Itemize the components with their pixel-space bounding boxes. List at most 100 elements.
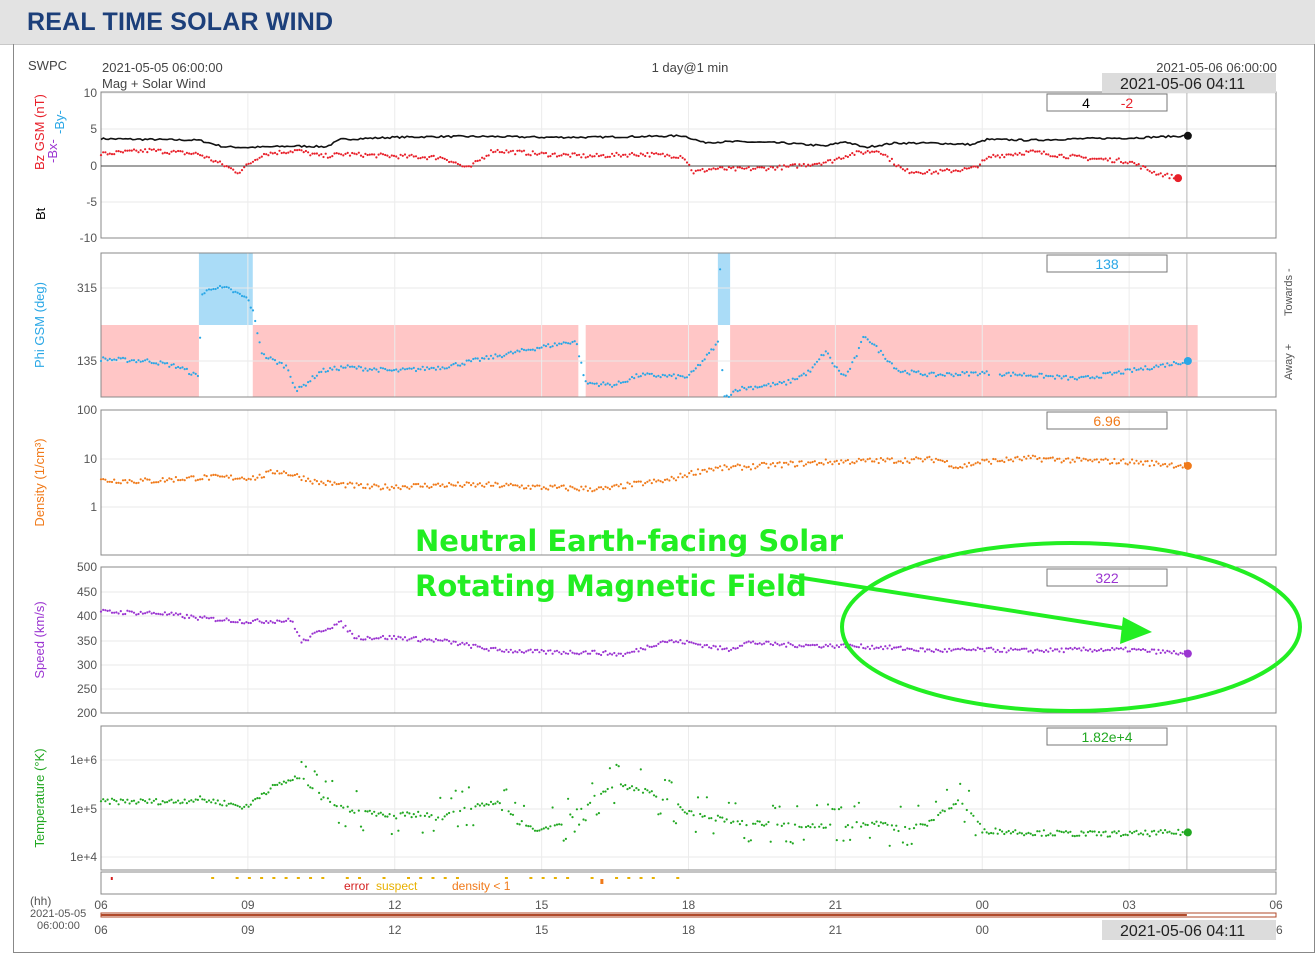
data-point-Phi	[1122, 372, 1125, 375]
current-value: 138	[1095, 256, 1119, 272]
data-point-Density	[606, 486, 609, 489]
data-point-Bz	[110, 153, 114, 156]
data-point-Density	[974, 462, 977, 465]
data-point-Density	[551, 485, 554, 488]
data-point-Temperature	[99, 800, 103, 803]
data-point-Bz	[943, 169, 946, 172]
data-point-Speed	[727, 649, 731, 653]
data-point-Speed	[1124, 646, 1127, 649]
data-point-Phi	[163, 362, 166, 365]
data-point-Density	[734, 464, 737, 468]
data-point-Bz	[1049, 155, 1052, 158]
data-point-Temperature	[1119, 834, 1123, 838]
data-point-Speed	[1111, 646, 1114, 650]
data-point-Bz	[804, 165, 808, 168]
data-point-Density	[668, 479, 671, 482]
data-point-Temperature	[139, 798, 142, 801]
data-point-Speed	[597, 652, 601, 656]
status-suspect: suspect	[376, 879, 418, 893]
y-tick-label: 450	[77, 585, 97, 599]
data-point-Density	[1084, 458, 1087, 461]
data-point-Density	[919, 457, 922, 460]
annotation-arrow-head	[1120, 617, 1152, 644]
data-point-Speed	[584, 650, 587, 653]
data-point-Density	[937, 458, 940, 461]
data-point-Bz	[276, 153, 279, 156]
data-point-Density	[329, 480, 332, 483]
data-point-Temperature	[655, 795, 658, 798]
data-point-Phi	[1069, 376, 1072, 379]
data-point-Bz	[1150, 171, 1153, 174]
data-point-Temperature	[348, 810, 352, 813]
data-point-Bz	[232, 168, 235, 171]
data-point-Phi	[745, 388, 748, 391]
data-point-Speed	[249, 621, 252, 625]
data-point-Phi	[229, 288, 233, 291]
data-point-Bz	[1148, 170, 1151, 173]
data-point-Speed	[943, 648, 946, 651]
data-point-Temperature	[362, 829, 365, 832]
data-point-Speed	[926, 648, 929, 651]
data-point-Temperature	[287, 779, 290, 782]
data-point-Speed	[657, 642, 660, 646]
data-point-Temperature	[430, 814, 433, 817]
y-axis-label: Bt	[33, 207, 48, 220]
data-point-Temperature	[135, 802, 138, 805]
data-point-Phi	[1157, 365, 1160, 368]
data-point-Density	[414, 483, 418, 486]
x-tick-label-bottom: 15	[535, 923, 549, 937]
data-point-Speed	[273, 621, 277, 625]
data-point-Speed	[452, 640, 455, 643]
data-point-Speed	[240, 622, 244, 625]
data-point-Temperature	[804, 825, 808, 829]
data-point-Density	[617, 485, 620, 488]
data-point-Phi	[291, 381, 294, 384]
y-tick-label: 100	[77, 403, 97, 417]
data-point-Bz	[1170, 173, 1173, 176]
data-point-Speed	[1073, 646, 1076, 650]
data-point-Density	[362, 486, 365, 489]
data-point-Phi	[183, 368, 186, 371]
suspect-mark	[309, 877, 313, 879]
data-point-Density	[249, 478, 252, 481]
data-point-Bz	[346, 151, 349, 154]
data-point-Density	[1056, 457, 1059, 460]
data-point-Temperature	[681, 808, 684, 811]
data-point-Speed	[1089, 648, 1092, 651]
data-point-Density	[555, 486, 559, 489]
x-tick-label-top: 12	[388, 898, 402, 912]
data-point-Temperature	[624, 783, 627, 787]
data-point-Speed	[895, 646, 898, 649]
data-point-Density	[258, 473, 261, 476]
data-point-Speed	[710, 647, 713, 650]
data-point-Speed	[298, 634, 301, 637]
data-point-Phi	[705, 353, 709, 356]
data-point-Phi	[1175, 362, 1178, 365]
data-point-Temperature	[860, 825, 863, 828]
data-point-Density	[507, 484, 510, 487]
data-point-Speed	[289, 619, 292, 623]
data-point-Temperature	[544, 826, 548, 829]
data-point-Speed	[976, 646, 979, 649]
y-tick-label: 1e+5	[70, 802, 97, 816]
data-point-Phi	[1082, 375, 1085, 378]
data-point-Phi	[1084, 375, 1087, 378]
data-point-Phi	[1034, 375, 1037, 378]
data-point-Phi	[117, 356, 120, 359]
data-point-Speed	[489, 647, 493, 650]
data-point-Phi	[172, 363, 175, 366]
data-point-Temperature	[765, 823, 768, 826]
data-point-Temperature	[403, 814, 407, 817]
data-point-Density	[591, 490, 594, 493]
data-point-Phi	[157, 363, 160, 366]
current-bt-value: 4	[1082, 95, 1090, 111]
data-point-Speed	[1115, 647, 1118, 650]
data-point-Speed	[538, 651, 541, 654]
data-point-Speed	[1091, 650, 1094, 653]
data-point-Bz	[1069, 154, 1072, 157]
data-point-Speed	[1155, 652, 1158, 655]
data-point-Bz	[719, 166, 722, 169]
data-point-Bz	[985, 157, 988, 160]
data-point-Temperature	[1102, 831, 1105, 834]
data-point-Bz	[789, 164, 792, 167]
